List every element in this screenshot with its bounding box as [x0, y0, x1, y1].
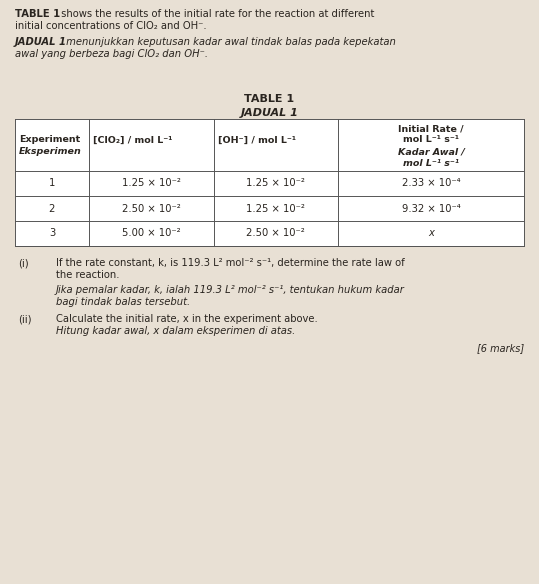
- Text: shows the results of the initial rate for the reaction at different: shows the results of the initial rate fo…: [58, 9, 375, 19]
- Text: [6 marks]: [6 marks]: [477, 343, 524, 353]
- Text: TABLE 1: TABLE 1: [245, 94, 294, 104]
- Text: menunjukkan keputusan kadar awal tindak balas pada kepekatan: menunjukkan keputusan kadar awal tindak …: [63, 37, 396, 47]
- Text: 2: 2: [49, 203, 55, 214]
- Bar: [15, 119, 524, 246]
- Text: initial concentrations of ClO₂ and OH⁻.: initial concentrations of ClO₂ and OH⁻.: [15, 21, 206, 31]
- Text: bagi tindak balas tersebut.: bagi tindak balas tersebut.: [56, 297, 190, 307]
- Text: 1.25 × 10⁻²: 1.25 × 10⁻²: [246, 203, 305, 214]
- Text: 2.50 × 10⁻²: 2.50 × 10⁻²: [246, 228, 305, 238]
- Text: Hitung kadar awal, x dalam eksperimen di atas.: Hitung kadar awal, x dalam eksperimen di…: [56, 326, 295, 336]
- Text: 9.32 × 10⁻⁴: 9.32 × 10⁻⁴: [402, 203, 460, 214]
- Text: x: x: [428, 228, 434, 238]
- Text: the reaction.: the reaction.: [56, 270, 120, 280]
- Text: 2.33 × 10⁻⁴: 2.33 × 10⁻⁴: [402, 179, 460, 189]
- Text: mol L⁻¹ s⁻¹: mol L⁻¹ s⁻¹: [403, 135, 459, 144]
- Text: 5.00 × 10⁻²: 5.00 × 10⁻²: [122, 228, 181, 238]
- Text: JADUAL 1: JADUAL 1: [15, 37, 67, 47]
- Text: 3: 3: [49, 228, 55, 238]
- Text: [ClO₂] / mol L⁻¹: [ClO₂] / mol L⁻¹: [93, 135, 172, 144]
- Text: 1: 1: [49, 179, 55, 189]
- Text: 1.25 × 10⁻²: 1.25 × 10⁻²: [246, 179, 305, 189]
- Text: mol L⁻¹ s⁻¹: mol L⁻¹ s⁻¹: [403, 158, 459, 168]
- Text: If the rate constant, k, is 119.3 L² mol⁻² s⁻¹, determine the rate law of: If the rate constant, k, is 119.3 L² mol…: [56, 258, 405, 268]
- Text: [OH⁻] / mol L⁻¹: [OH⁻] / mol L⁻¹: [218, 135, 295, 144]
- Text: awal yang berbeza bagi ClO₂ dan OH⁻.: awal yang berbeza bagi ClO₂ dan OH⁻.: [15, 49, 208, 59]
- Text: Initial Rate /: Initial Rate /: [398, 124, 464, 134]
- Text: JADUAL 1: JADUAL 1: [240, 108, 299, 118]
- Text: Calculate the initial rate, x in the experiment above.: Calculate the initial rate, x in the exp…: [56, 314, 318, 324]
- Text: 1.25 × 10⁻²: 1.25 × 10⁻²: [122, 179, 181, 189]
- Text: Experiment: Experiment: [19, 135, 80, 144]
- Text: (ii): (ii): [18, 314, 31, 324]
- Text: Eksperimen: Eksperimen: [19, 148, 82, 157]
- Text: Kadar Awal /: Kadar Awal /: [398, 148, 465, 157]
- Text: (i): (i): [18, 258, 29, 268]
- Text: TABLE 1: TABLE 1: [15, 9, 60, 19]
- Text: Jika pemalar kadar, k, ialah 119.3 L² mol⁻² s⁻¹, tentukan hukum kadar: Jika pemalar kadar, k, ialah 119.3 L² mo…: [56, 285, 405, 295]
- Text: 2.50 × 10⁻²: 2.50 × 10⁻²: [122, 203, 181, 214]
